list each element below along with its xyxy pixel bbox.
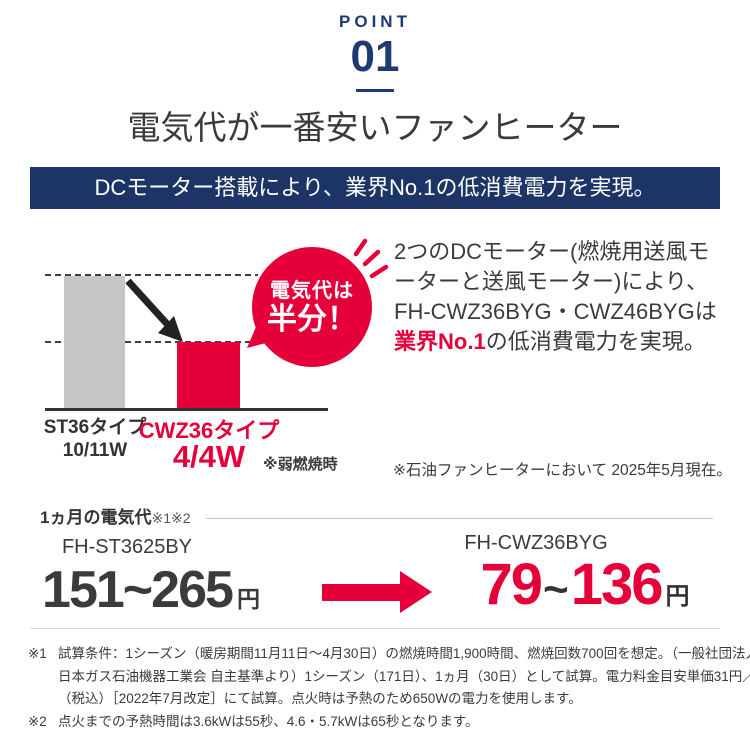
feature-banner: DCモーター搭載により、業界No.1の低消費電力を実現。 — [30, 167, 720, 209]
point-label: POINT — [339, 12, 411, 31]
footnote-1-line-3: （税込）［2022年7月改定］にて試算。点火時は予熱のため650Wの電力を使用し… — [58, 691, 582, 706]
industry-no1-highlight: 業界No.1 — [394, 329, 486, 354]
bar-cwz36-name: CWZ36タイプ — [138, 418, 280, 443]
badge-text-line2: 半分！ — [267, 303, 357, 336]
footnote-1-marker: ※1 — [28, 646, 47, 661]
bar-cwz36-value: 4/4W — [172, 439, 246, 474]
comparison-arrow-head — [400, 571, 432, 613]
dashed-guideline-low — [45, 341, 250, 343]
point-underline — [356, 89, 394, 92]
model-name-right: FH-CWZ36BYG — [464, 532, 608, 554]
footnote-1: ※1 試算条件：1シーズン（暖房期間11月11日～4月30日）の燃焼時間1,90… — [28, 643, 750, 711]
price-left-value: 151~265 — [42, 561, 234, 619]
dashed-guideline-high — [45, 274, 258, 276]
intro-line-1: 2つのDCモーター(燃焼用送風モ — [394, 239, 710, 264]
intro-line-3: FH-CWZ36BYG・CWZ46BYGは — [394, 299, 717, 324]
intro-line-4: 業界No.1の低消費電力を実現。 — [394, 327, 734, 357]
intro-paragraph: 2つのDCモーター(燃焼用送風モ ーターと送風モーター)により、 FH-CWZ3… — [394, 237, 734, 357]
price-right-num1: 79 — [480, 552, 543, 617]
footnote-2-line-1: 点火までの予熱時間は3.6kWは55秒、4.6・5.7kWは65秒となります。 — [58, 713, 479, 729]
bar-st36-type — [64, 276, 125, 408]
footnotes: ※1 試算条件：1シーズン（暖房期間11月11日～4月30日）の燃焼時間1,90… — [28, 643, 750, 734]
footnote-divider — [30, 628, 720, 629]
badge-text-line1: 電気代は — [270, 280, 354, 302]
half-cost-badge: 電気代は 半分！ — [252, 247, 372, 367]
comparison-label-refs: ※1※2 — [151, 510, 191, 526]
intro-line-2: ーターと送風モーター)により、 — [394, 269, 709, 294]
footnote-1-text: 試算条件：1シーズン（暖房期間11月11日～4月30日）の燃焼時間1,900時間… — [58, 643, 750, 711]
arrow-down-right-icon — [125, 278, 183, 342]
point-number: 01 — [350, 32, 400, 81]
price-right-unit: 円 — [665, 583, 690, 610]
chart-baseline — [45, 408, 328, 411]
intro-line-4-rest: の低消費電力を実現。 — [485, 329, 706, 354]
comparison-arrow-icon — [322, 584, 402, 601]
footnote-2-marker: ※2 — [28, 713, 47, 729]
price-left-unit: 円 — [236, 586, 260, 612]
footnote-1-line-2: 日本ガス石油機器工業会 自主基準より）1シーズン（171日）、1ヵ月（30日）と… — [58, 668, 750, 684]
section-rule — [206, 518, 713, 519]
intro-footnote: ※石油ファンヒーターにおいて 2025年5月現在。 — [393, 462, 732, 479]
comparison-label-text: 1ヵ月の電気代 — [40, 508, 152, 527]
bar-st36-value: 10/11W — [62, 440, 128, 461]
model-name-left: FH-ST3625BY — [61, 536, 193, 558]
page-title: 電気代が一番安いファンヒーター — [127, 109, 623, 146]
comparison-section-label: 1ヵ月の電気代※1※2 — [40, 503, 191, 528]
bar-st36-labels: ST36タイプ 10/11W — [30, 416, 160, 462]
bar-st36-name: ST36タイプ — [43, 417, 147, 438]
footnote-1-line-1: 試算条件：1シーズン（暖房期間11月11日～4月30日）の燃焼時間1,900時間… — [58, 646, 750, 661]
price-right-num2: 136 — [570, 552, 664, 617]
chart-note: ※弱燃焼時 — [263, 456, 338, 473]
price-left: 151~265 円 — [30, 560, 272, 620]
price-right-tilde: ~ — [543, 565, 569, 614]
footnote-2: ※2 点火までの予熱時間は3.6kWは55秒、4.6・5.7kWは65秒となりま… — [28, 711, 734, 734]
bar-cwz36-type — [177, 342, 240, 408]
price-right: 79 ~ 136 円 — [445, 551, 725, 618]
footnote-2-text: 点火までの予熱時間は3.6kWは55秒、4.6・5.7kWは65秒となります。 — [58, 711, 479, 734]
